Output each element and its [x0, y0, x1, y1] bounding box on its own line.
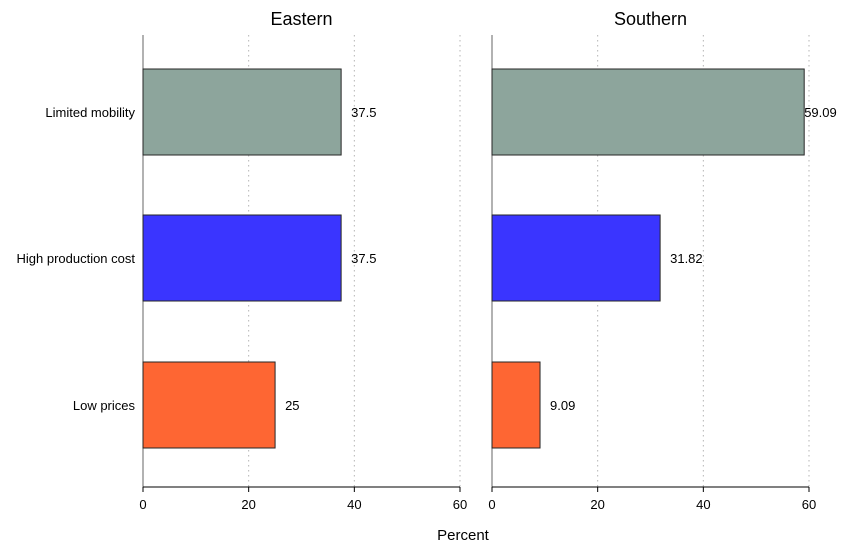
value-label-p1-2: 9.09: [550, 398, 575, 413]
category-label-2: Low prices: [73, 398, 136, 413]
x-tick-label-p1-3: 60: [802, 497, 816, 512]
value-label-p1-1: 31.82: [670, 251, 703, 266]
x-tick-label-p0-3: 60: [453, 497, 467, 512]
bar-p0-2: [142, 361, 276, 449]
bar-p1-0: [491, 68, 805, 156]
bar-p1-1: [491, 214, 661, 302]
bar-p0-1: [142, 214, 342, 302]
x-tick-label-p1-2: 40: [696, 497, 710, 512]
x-tick-label-p1-1: 20: [590, 497, 604, 512]
bar-p0-0: [142, 68, 342, 156]
value-label-p0-2: 25: [285, 398, 299, 413]
x-tick-label-p0-0: 0: [139, 497, 146, 512]
category-label-1: High production cost: [16, 251, 135, 266]
x-tick-label-p0-2: 40: [347, 497, 361, 512]
panel-title-0: Eastern: [270, 9, 332, 29]
panel-title-1: Southern: [614, 9, 687, 29]
value-label-p0-1: 37.5: [351, 251, 376, 266]
value-label-p0-0: 37.5: [351, 105, 376, 120]
x-axis-title: Percent: [437, 527, 490, 541]
category-label-0: Limited mobility: [45, 105, 135, 120]
x-tick-label-p1-0: 0: [488, 497, 495, 512]
value-label-p1-0: 59.09: [804, 105, 837, 120]
x-tick-label-p0-1: 20: [241, 497, 255, 512]
bar-p1-2: [491, 361, 541, 449]
